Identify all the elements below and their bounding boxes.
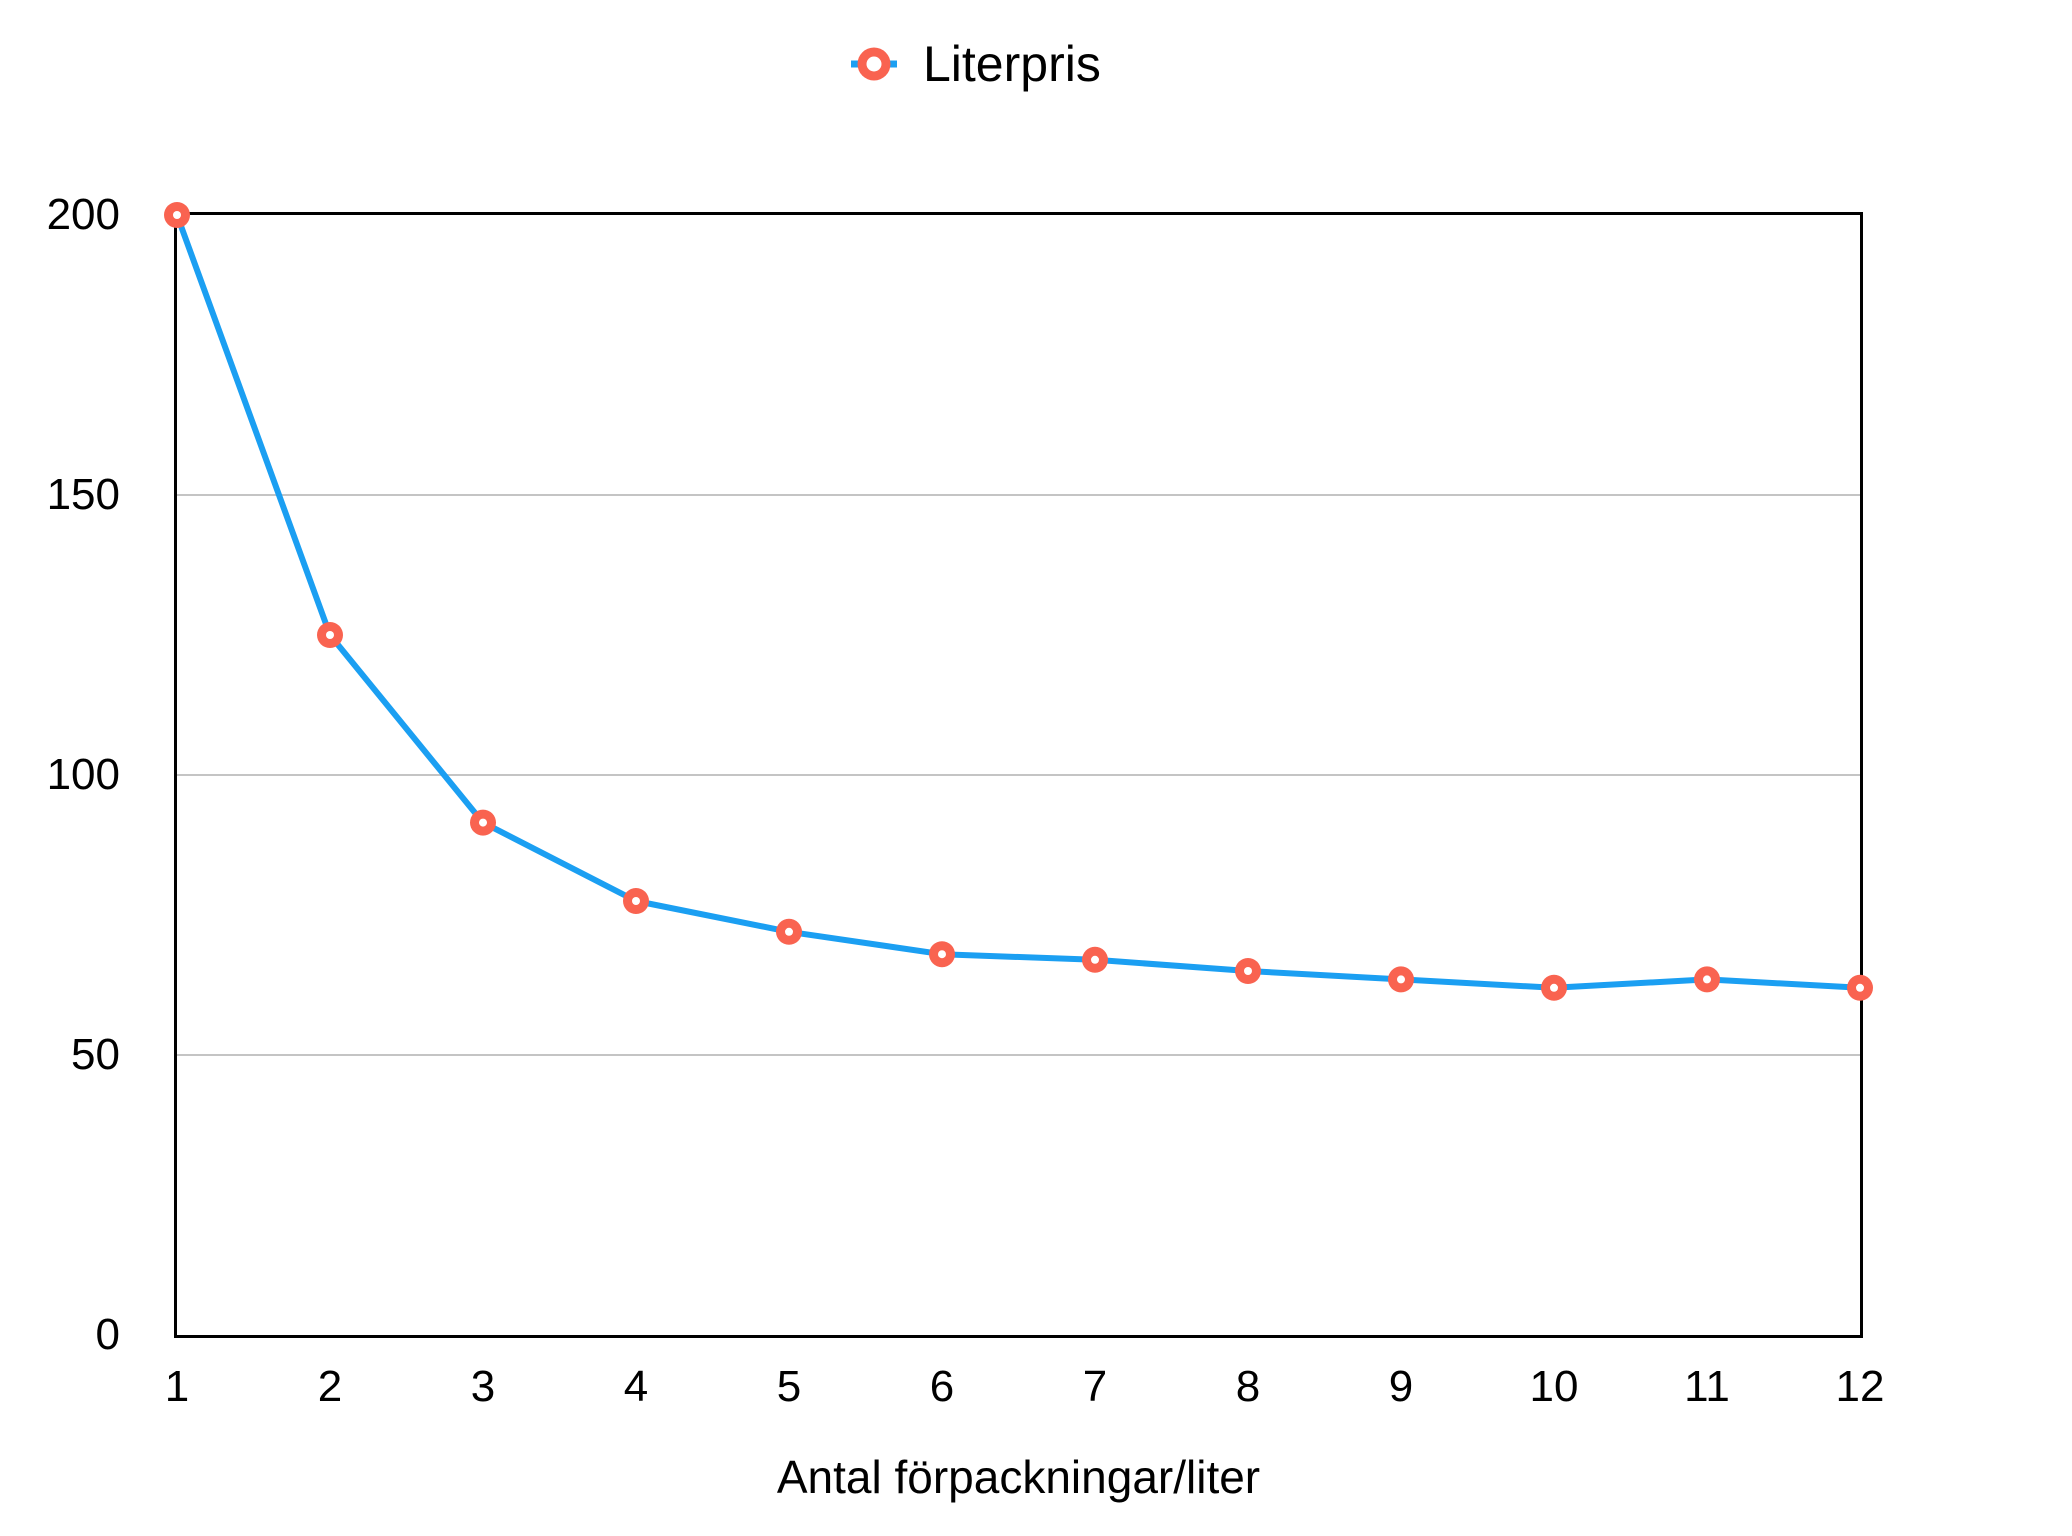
data-point[interactable] <box>164 202 190 228</box>
data-point[interactable] <box>1541 974 1567 1001</box>
data-point[interactable] <box>470 809 496 836</box>
data-point[interactable] <box>1235 958 1261 984</box>
x-tick-label: 10 <box>1529 1362 1579 1411</box>
y-tick-label: 150 <box>46 470 120 519</box>
y-tick-label: 0 <box>95 1310 120 1359</box>
data-point[interactable] <box>776 918 802 945</box>
x-tick-label: 11 <box>1684 1362 1730 1411</box>
x-tick-label: 5 <box>776 1362 802 1411</box>
x-tick-label: 7 <box>1082 1362 1108 1411</box>
x-tick-label: 12 <box>1835 1362 1885 1411</box>
data-point[interactable] <box>1082 946 1108 973</box>
data-point[interactable] <box>929 941 955 968</box>
x-tick-label: 1 <box>164 1362 190 1411</box>
data-point[interactable] <box>1694 966 1720 993</box>
x-tick-label: 6 <box>929 1362 955 1411</box>
chart-series-svg <box>164 202 1873 1056</box>
legend[interactable]: Literpris <box>851 35 1101 93</box>
y-tick-label: 50 <box>71 1030 120 1079</box>
data-point[interactable] <box>623 888 649 914</box>
data-point[interactable] <box>317 622 343 648</box>
data-point[interactable] <box>1388 966 1414 993</box>
x-tick-label: 4 <box>623 1362 649 1411</box>
legend-marker-hole <box>866 56 882 72</box>
y-tick-label: 100 <box>46 750 120 799</box>
x-tick-label: 8 <box>1235 1362 1261 1411</box>
plot-area <box>164 202 1873 1338</box>
x-tick-label: 3 <box>470 1362 496 1411</box>
x-tick-label: 9 <box>1388 1362 1414 1411</box>
legend-label: Literpris <box>923 36 1101 92</box>
x-axis-title: Antal förpackningar/liter <box>776 1451 1261 1503</box>
series-line[interactable] <box>174 212 1863 991</box>
data-point[interactable] <box>1847 974 1873 1001</box>
legend-marker-icon <box>851 47 897 81</box>
y-tick-label: 200 <box>46 190 120 239</box>
x-tick-label: 2 <box>317 1362 343 1411</box>
